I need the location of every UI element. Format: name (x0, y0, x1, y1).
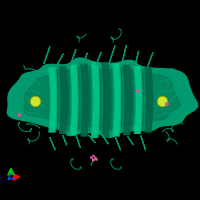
Polygon shape (124, 65, 131, 135)
Polygon shape (24, 65, 180, 130)
Polygon shape (134, 67, 142, 133)
Polygon shape (92, 63, 99, 137)
Point (94, 156, 97, 160)
Point (160, 99, 164, 103)
Polygon shape (7, 58, 198, 137)
Polygon shape (49, 68, 57, 132)
Point (90, 156, 93, 159)
Point (17, 113, 21, 117)
Polygon shape (60, 67, 67, 133)
Point (136, 89, 140, 93)
Point (95, 158, 98, 161)
Point (165, 102, 169, 106)
Polygon shape (70, 65, 78, 135)
Point (33, 99, 37, 103)
Polygon shape (81, 64, 89, 136)
Polygon shape (102, 63, 110, 137)
Polygon shape (113, 64, 121, 136)
Point (92, 158, 95, 162)
Point (92, 154, 95, 157)
Polygon shape (145, 68, 153, 132)
